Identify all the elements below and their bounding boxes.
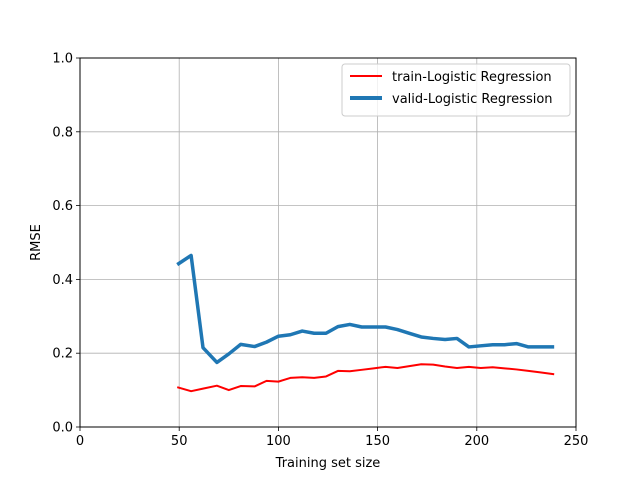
train-series-line — [176, 363, 555, 393]
legend-box — [341, 63, 571, 117]
grid — [79, 57, 577, 428]
legend-label-valid: valid-Logistic Regression — [392, 92, 553, 107]
x-tick-label: 100 — [266, 434, 291, 449]
y-tick-label: 0.2 — [52, 347, 73, 362]
legend-label-train: train-Logistic Regression — [392, 70, 552, 85]
y-tick-label: 0.4 — [52, 273, 73, 288]
x-axis-title: Training set size — [275, 456, 381, 471]
valid-series-line — [176, 253, 555, 365]
series-lines — [176, 253, 555, 393]
x-tick-label: 50 — [171, 434, 188, 449]
legend: train-Logistic Regression valid-Logistic… — [341, 63, 571, 117]
x-tick-label: 200 — [464, 434, 489, 449]
plot-frame — [79, 57, 577, 428]
y-axis-title: RMSE — [29, 224, 44, 261]
y-tick-label: 0.6 — [52, 199, 73, 214]
y-tick-label: 1.0 — [52, 52, 73, 67]
y-tick-label: 0.0 — [52, 421, 73, 436]
y-tick-label: 0.8 — [52, 125, 73, 140]
x-tick-label: 0 — [76, 434, 84, 449]
x-tick-label: 150 — [365, 434, 390, 449]
x-tick-label: 250 — [564, 434, 589, 449]
y-axis-ticks: 0.0 0.2 0.4 0.6 0.8 1.0 — [52, 52, 80, 436]
x-axis-ticks: 0 50 100 150 200 250 — [76, 427, 589, 449]
